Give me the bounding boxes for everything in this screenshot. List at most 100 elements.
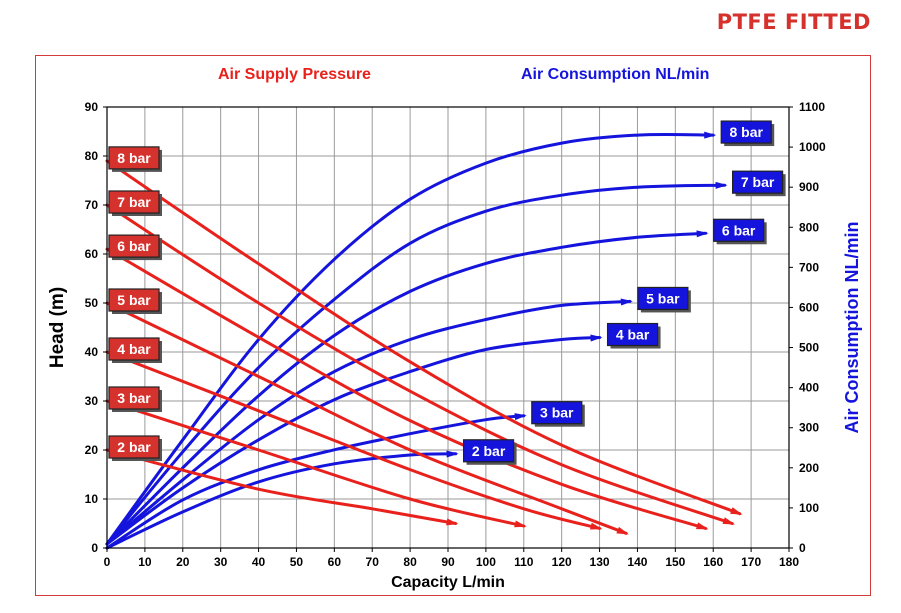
y2-tick-label: 1000 xyxy=(799,140,826,154)
y-tick-label: 20 xyxy=(85,443,99,457)
pressure-label-3-bar xyxy=(108,386,160,410)
x-tick-label: 70 xyxy=(366,555,380,569)
y2-tick-label: 800 xyxy=(799,220,819,234)
x-tick-label: 10 xyxy=(138,555,152,569)
header-air-consumption: Air Consumption NL/min xyxy=(521,66,710,83)
x-tick-label: 30 xyxy=(214,555,228,569)
consumption-label-4-bar-text: 4 bar xyxy=(616,327,650,343)
y2-tick-label: 1100 xyxy=(799,100,825,114)
x-axis-title: Capacity L/min xyxy=(391,574,505,591)
y2-tick-label: 900 xyxy=(799,180,819,194)
pressure-label-4-bar xyxy=(108,337,160,361)
arrow-head xyxy=(715,181,728,189)
arrow-head xyxy=(620,298,633,306)
y2-tick-label: 700 xyxy=(799,260,819,274)
y-tick-label: 90 xyxy=(85,100,99,114)
pressure-label-5-bar-text: 5 bar xyxy=(117,292,151,308)
consumption-label-6-bar-text: 6 bar xyxy=(722,222,756,238)
consumption-curve-7-bar xyxy=(105,183,727,546)
pressure-label-4-bar-text: 4 bar xyxy=(117,341,151,357)
y2-tick-label: 300 xyxy=(799,421,819,435)
consumption-curve-2-bar xyxy=(105,452,458,550)
pressure-label-7-bar xyxy=(108,190,160,214)
arrow-head xyxy=(446,450,459,458)
pressure-curve-2-bar xyxy=(105,448,458,525)
x-tick-label: 40 xyxy=(252,555,266,569)
y-tick-label: 50 xyxy=(85,296,99,310)
pressure-label-8-bar xyxy=(108,146,160,170)
arrow-head xyxy=(730,507,743,515)
consumption-label-6-bar xyxy=(713,218,765,242)
consumption-label-4-bar xyxy=(606,322,659,347)
consumption-label-3-bar xyxy=(531,401,583,425)
consumption-label-8-bar xyxy=(720,120,772,144)
y2-tick-label: 400 xyxy=(799,381,819,395)
pressure-curve-4-bar xyxy=(105,350,602,530)
consumption-label-7-bar xyxy=(731,170,784,194)
x-tick-label: 160 xyxy=(703,555,723,569)
x-tick-label: 180 xyxy=(779,555,799,569)
pressure-curve-5-bar xyxy=(105,301,628,535)
x-tick-label: 170 xyxy=(741,555,761,569)
consumption-curve-5-bar xyxy=(105,299,632,546)
y-axis-title: Head (m) xyxy=(47,287,68,368)
y2-tick-label: 600 xyxy=(799,300,819,314)
series-labels: 8 bar 7 bar 6 bar 5 bar 4 bar 3 bar 2 bar 8 bar… xyxy=(108,120,786,465)
arrow-head xyxy=(589,522,603,530)
header-air-supply-pressure: Air Supply Pressure xyxy=(218,66,371,83)
y-tick-label: 40 xyxy=(85,345,99,359)
axes: 0 10 20 30 40 50 60 70 80 90 100 110 120 130 140 150 160… xyxy=(47,100,862,591)
x-tick-label: 50 xyxy=(290,555,304,569)
pressure-label-2-bar xyxy=(108,435,160,459)
arrow-head xyxy=(446,518,459,526)
y-tick-label: 0 xyxy=(91,541,98,555)
x-tick-label: 110 xyxy=(514,555,534,569)
arrow-head xyxy=(704,131,717,139)
y2-tick-label: 200 xyxy=(799,461,819,475)
consumption-label-5-bar-text: 5 bar xyxy=(646,290,680,306)
consumption-curve-3-bar xyxy=(105,414,526,550)
pressure-label-8-bar-text: 8 bar xyxy=(117,150,151,166)
pressure-label-6-bar-text: 6 bar xyxy=(117,238,151,254)
page-title: PTFE FITTED xyxy=(716,10,871,34)
x-tick-label: 100 xyxy=(476,555,496,569)
pressure-curve-8-bar xyxy=(105,159,742,516)
curves xyxy=(105,131,743,550)
y2-tick-label: 500 xyxy=(799,341,819,355)
x-tick-label: 80 xyxy=(403,555,417,569)
pressure-label-3-bar-text: 3 bar xyxy=(117,390,151,406)
x-tick-label: 0 xyxy=(104,555,111,569)
consumption-label-7-bar-text: 7 bar xyxy=(741,174,775,190)
consumption-label-2-bar-text: 2 bar xyxy=(472,443,506,459)
consumption-curve-6-bar xyxy=(105,231,708,546)
x-tick-label: 60 xyxy=(328,555,342,569)
arrow-head xyxy=(590,334,603,342)
consumption-label-8-bar-text: 8 bar xyxy=(729,124,763,140)
consumption-label-3-bar-text: 3 bar xyxy=(540,405,574,421)
arrow-head xyxy=(722,517,736,525)
arrow-head xyxy=(514,520,527,528)
chart-frame xyxy=(35,55,871,596)
y-tick-label: 60 xyxy=(85,247,99,261)
pressure-curve-3-bar xyxy=(105,399,526,528)
pressure-label-6-bar xyxy=(108,234,160,258)
y-tick-label: 10 xyxy=(85,492,99,506)
consumption-label-2-bar xyxy=(462,439,515,463)
consumption-label-5-bar xyxy=(637,286,689,311)
pressure-curve-7-bar xyxy=(105,203,734,525)
y2-tick-label: 100 xyxy=(799,501,819,515)
pressure-label-2-bar-text: 2 bar xyxy=(117,439,151,455)
y-tick-label: 30 xyxy=(85,394,99,408)
x-tick-label: 20 xyxy=(176,555,190,569)
x-tick-label: 150 xyxy=(665,555,685,569)
pressure-label-5-bar xyxy=(108,288,160,312)
x-tick-label: 140 xyxy=(627,555,647,569)
x-tick-label: 90 xyxy=(441,555,455,569)
y-tick-label: 80 xyxy=(85,149,99,163)
y2-tick-label: 0 xyxy=(799,541,806,555)
x-tick-label: 130 xyxy=(590,555,610,569)
y-tick-label: 70 xyxy=(85,198,99,212)
y2-axis-title: Air Consumption NL/min xyxy=(842,222,862,434)
x-tick-label: 120 xyxy=(552,555,572,569)
